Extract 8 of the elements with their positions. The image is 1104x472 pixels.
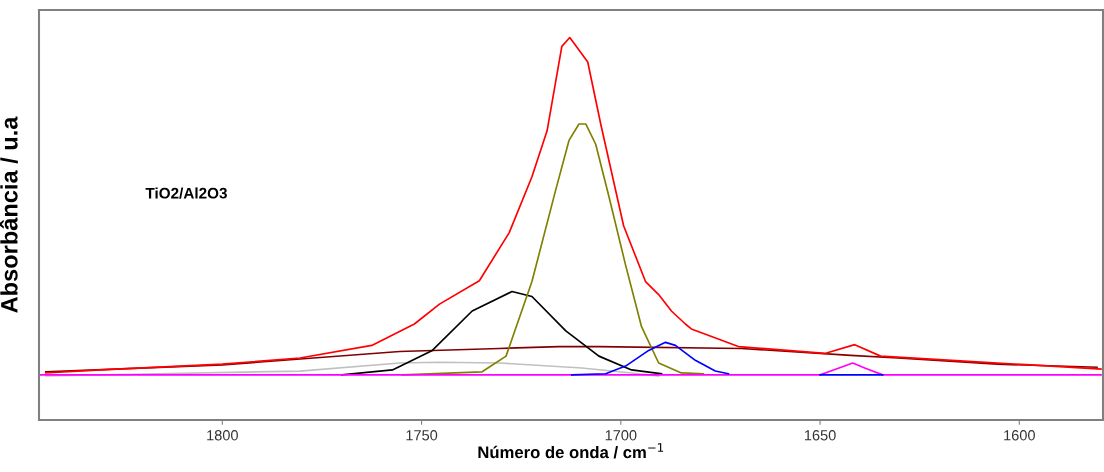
x-tick-label: 1800 xyxy=(207,430,238,441)
x-axis-title: Número de onda / cm$^{−1}$ xyxy=(478,443,664,459)
annotation: TiO2/Al2O3 xyxy=(145,187,227,199)
x-tick-label: 1600 xyxy=(1004,430,1035,441)
x-tick-label: 1700 xyxy=(605,430,637,441)
x-tick-label: 1750 xyxy=(406,430,438,441)
x-tick-label: 1650 xyxy=(804,430,836,441)
y-axis-title: Absorbância / u.a xyxy=(0,116,18,313)
